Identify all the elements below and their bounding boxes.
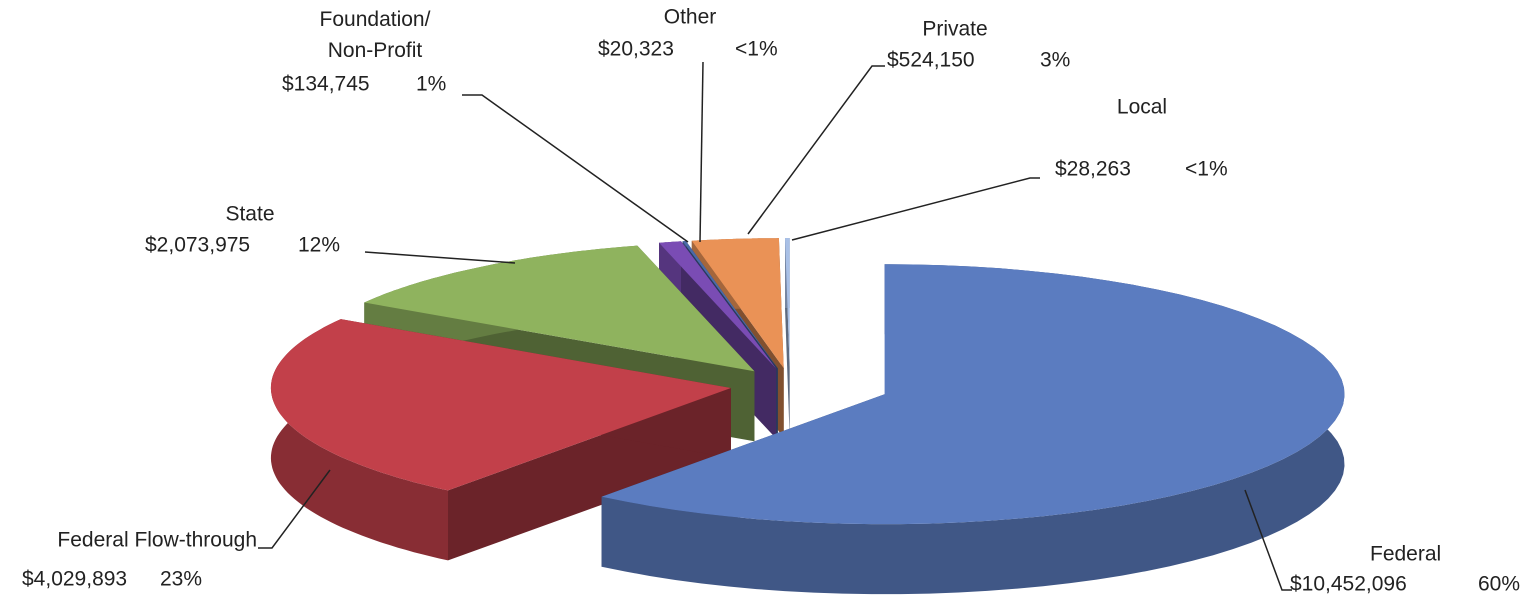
percent-label: 1% [416,73,446,96]
slice-label: Local [1117,96,1167,119]
slice-label: Federal Flow-through [57,529,257,552]
slice [691,238,784,369]
slice-label: Foundation/Non-Profit [320,8,431,62]
leader-line [1244,489,1292,591]
percent-label: <1% [735,38,778,61]
value-label: $20,323 [598,38,674,61]
value-label: $10,452,096 [1290,573,1407,596]
value-label: $2,073,975 [145,234,250,257]
leader-line [462,94,689,243]
slice-label: Private [922,18,987,41]
slice [270,319,731,491]
percent-label: 60% [1478,573,1520,596]
slice-label: State [225,203,274,226]
slice [682,241,778,369]
leader-line [791,177,1040,241]
percent-label: <1% [1185,158,1228,181]
percent-label: 12% [298,234,340,257]
value-label: $524,150 [887,49,975,72]
slice [785,238,790,368]
leader-line [258,469,331,549]
slice-label: Other [664,6,717,29]
value-label: $4,029,893 [22,568,127,591]
slice-label: Federal [1370,543,1441,566]
slice [364,245,755,372]
leader-line [364,251,516,264]
percent-label: 23% [160,568,202,591]
percent-label: 3% [1040,49,1070,72]
slice [659,241,777,369]
value-label: $134,745 [282,73,370,96]
leader-line [699,61,704,243]
slice [601,264,1345,525]
value-label: $28,263 [1055,158,1131,181]
leader-line [747,65,885,235]
